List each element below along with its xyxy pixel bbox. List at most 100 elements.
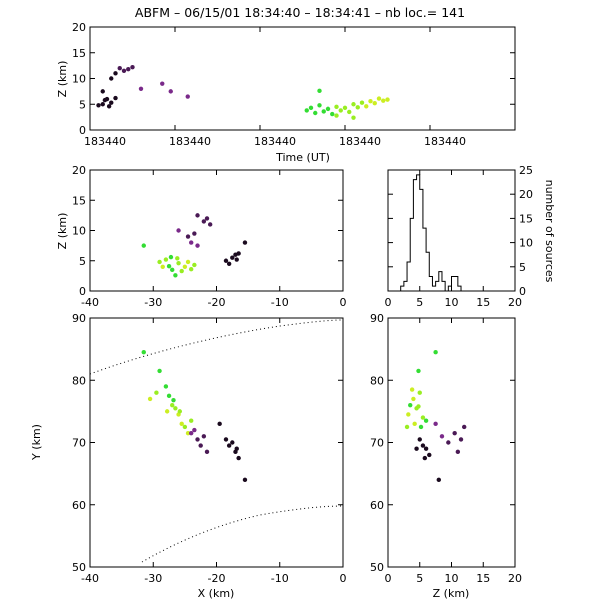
source-point: [160, 264, 165, 269]
y-tick-label: 70: [72, 437, 86, 450]
source-point: [347, 109, 352, 115]
source-point: [113, 95, 118, 101]
x-tick-label: -30: [144, 572, 162, 585]
source-point: [234, 257, 239, 262]
source-point: [330, 111, 335, 117]
histogram-ylabel: number of sources: [543, 180, 556, 283]
source-point: [325, 106, 331, 112]
zy-panel: 50 60 70 80 90 0 5 10 15 20 Z (km): [370, 312, 522, 600]
source-point: [170, 267, 175, 273]
time-height-frame: [89, 26, 516, 131]
source-point: [192, 231, 197, 236]
x-tick-label: 183440: [84, 135, 126, 148]
y-tick-label: 5: [79, 98, 86, 111]
source-point: [355, 105, 360, 110]
zy-xlabel: Z (km): [433, 587, 470, 600]
source-point: [192, 427, 197, 433]
source-point: [195, 213, 200, 218]
source-point: [433, 350, 438, 355]
source-point: [154, 390, 159, 395]
y-tick-label: 5: [519, 261, 526, 274]
source-point: [163, 384, 169, 389]
source-point: [207, 222, 213, 227]
source-point: [313, 110, 318, 116]
source-point: [204, 449, 210, 455]
source-point: [204, 216, 210, 221]
source-point: [236, 455, 241, 461]
x-tick-label: -40: [81, 572, 99, 585]
chart-title: ABFM – 06/15/01 18:34:40 – 18:34:41 – nb…: [135, 5, 465, 20]
x-tick-label: 0: [340, 296, 347, 309]
x-tick-label: 183440: [424, 135, 466, 148]
source-point: [100, 102, 105, 107]
source-point: [166, 263, 172, 269]
xy-ticks: 50 60 70 80 90 -40 -30 -20 -10 0: [72, 312, 347, 585]
source-point: [223, 437, 229, 442]
y-tick-label: 25: [519, 164, 533, 177]
xy-panel: 50 60 70 80 90 -40 -30 -20 -10 0 X (km) Y (km): [30, 312, 347, 600]
xy-points: [141, 350, 248, 483]
source-point: [182, 424, 188, 430]
source-point: [423, 446, 429, 451]
source-point: [185, 259, 191, 265]
xy-frame: [89, 317, 344, 568]
y-tick-label: 50: [370, 561, 384, 574]
time-height-xlabel: Time (UT): [275, 151, 330, 164]
source-point: [189, 267, 194, 272]
zy-frame: [387, 317, 516, 568]
source-point: [141, 243, 146, 248]
y-tick-label: 90: [370, 312, 384, 325]
y-tick-label: 70: [370, 437, 384, 450]
time-height-points: [96, 64, 390, 120]
source-point: [109, 100, 114, 105]
source-point: [126, 67, 131, 72]
y-tick-label: 0: [79, 124, 86, 137]
source-point: [381, 98, 386, 103]
source-point: [185, 234, 191, 239]
source-point: [160, 81, 165, 86]
source-point: [176, 228, 181, 233]
source-point: [452, 430, 457, 436]
x-tick-label: 183440: [169, 135, 211, 148]
time-height-ticks: 0 5 10 15 20 183440 183440 183440 183440 183440: [72, 21, 516, 148]
y-tick-label: 80: [72, 374, 86, 387]
x-tick-label: -20: [208, 296, 226, 309]
time-height-panel: 0 5 10 15 20 183440 183440 183440 183440 183440 T…: [56, 21, 516, 164]
x-tick-label: 20: [508, 296, 522, 309]
source-point: [420, 415, 426, 420]
source-point: [117, 66, 122, 71]
source-point: [458, 437, 464, 442]
source-point: [351, 102, 356, 107]
source-point: [175, 256, 180, 261]
source-point: [414, 446, 419, 451]
x-tick-label: 15: [476, 296, 490, 309]
source-point: [163, 257, 169, 262]
y-tick-label: 90: [72, 312, 86, 325]
source-point: [406, 412, 411, 417]
source-point: [106, 104, 112, 109]
source-point: [462, 424, 467, 430]
range-ring-upper: [89, 319, 344, 375]
source-point: [96, 103, 101, 108]
source-point: [317, 103, 322, 108]
x-tick-label: 20: [508, 572, 522, 585]
source-point: [192, 262, 197, 268]
source-point: [189, 240, 194, 245]
y-tick-label: 15: [72, 194, 86, 207]
y-tick-label: 20: [72, 21, 86, 34]
source-point: [418, 424, 424, 430]
x-tick-label: 10: [445, 572, 459, 585]
source-point: [157, 368, 162, 374]
x-tick-label: 0: [385, 296, 392, 309]
source-point: [420, 443, 426, 448]
xz-points: [141, 213, 248, 278]
xy-ylabel: Y (km): [30, 424, 43, 461]
source-point: [201, 434, 207, 439]
source-point: [195, 437, 200, 442]
source-point: [141, 350, 146, 355]
source-point: [411, 396, 416, 402]
source-point: [409, 387, 415, 392]
source-point: [100, 89, 105, 94]
source-point: [364, 104, 369, 109]
source-point: [242, 477, 248, 483]
